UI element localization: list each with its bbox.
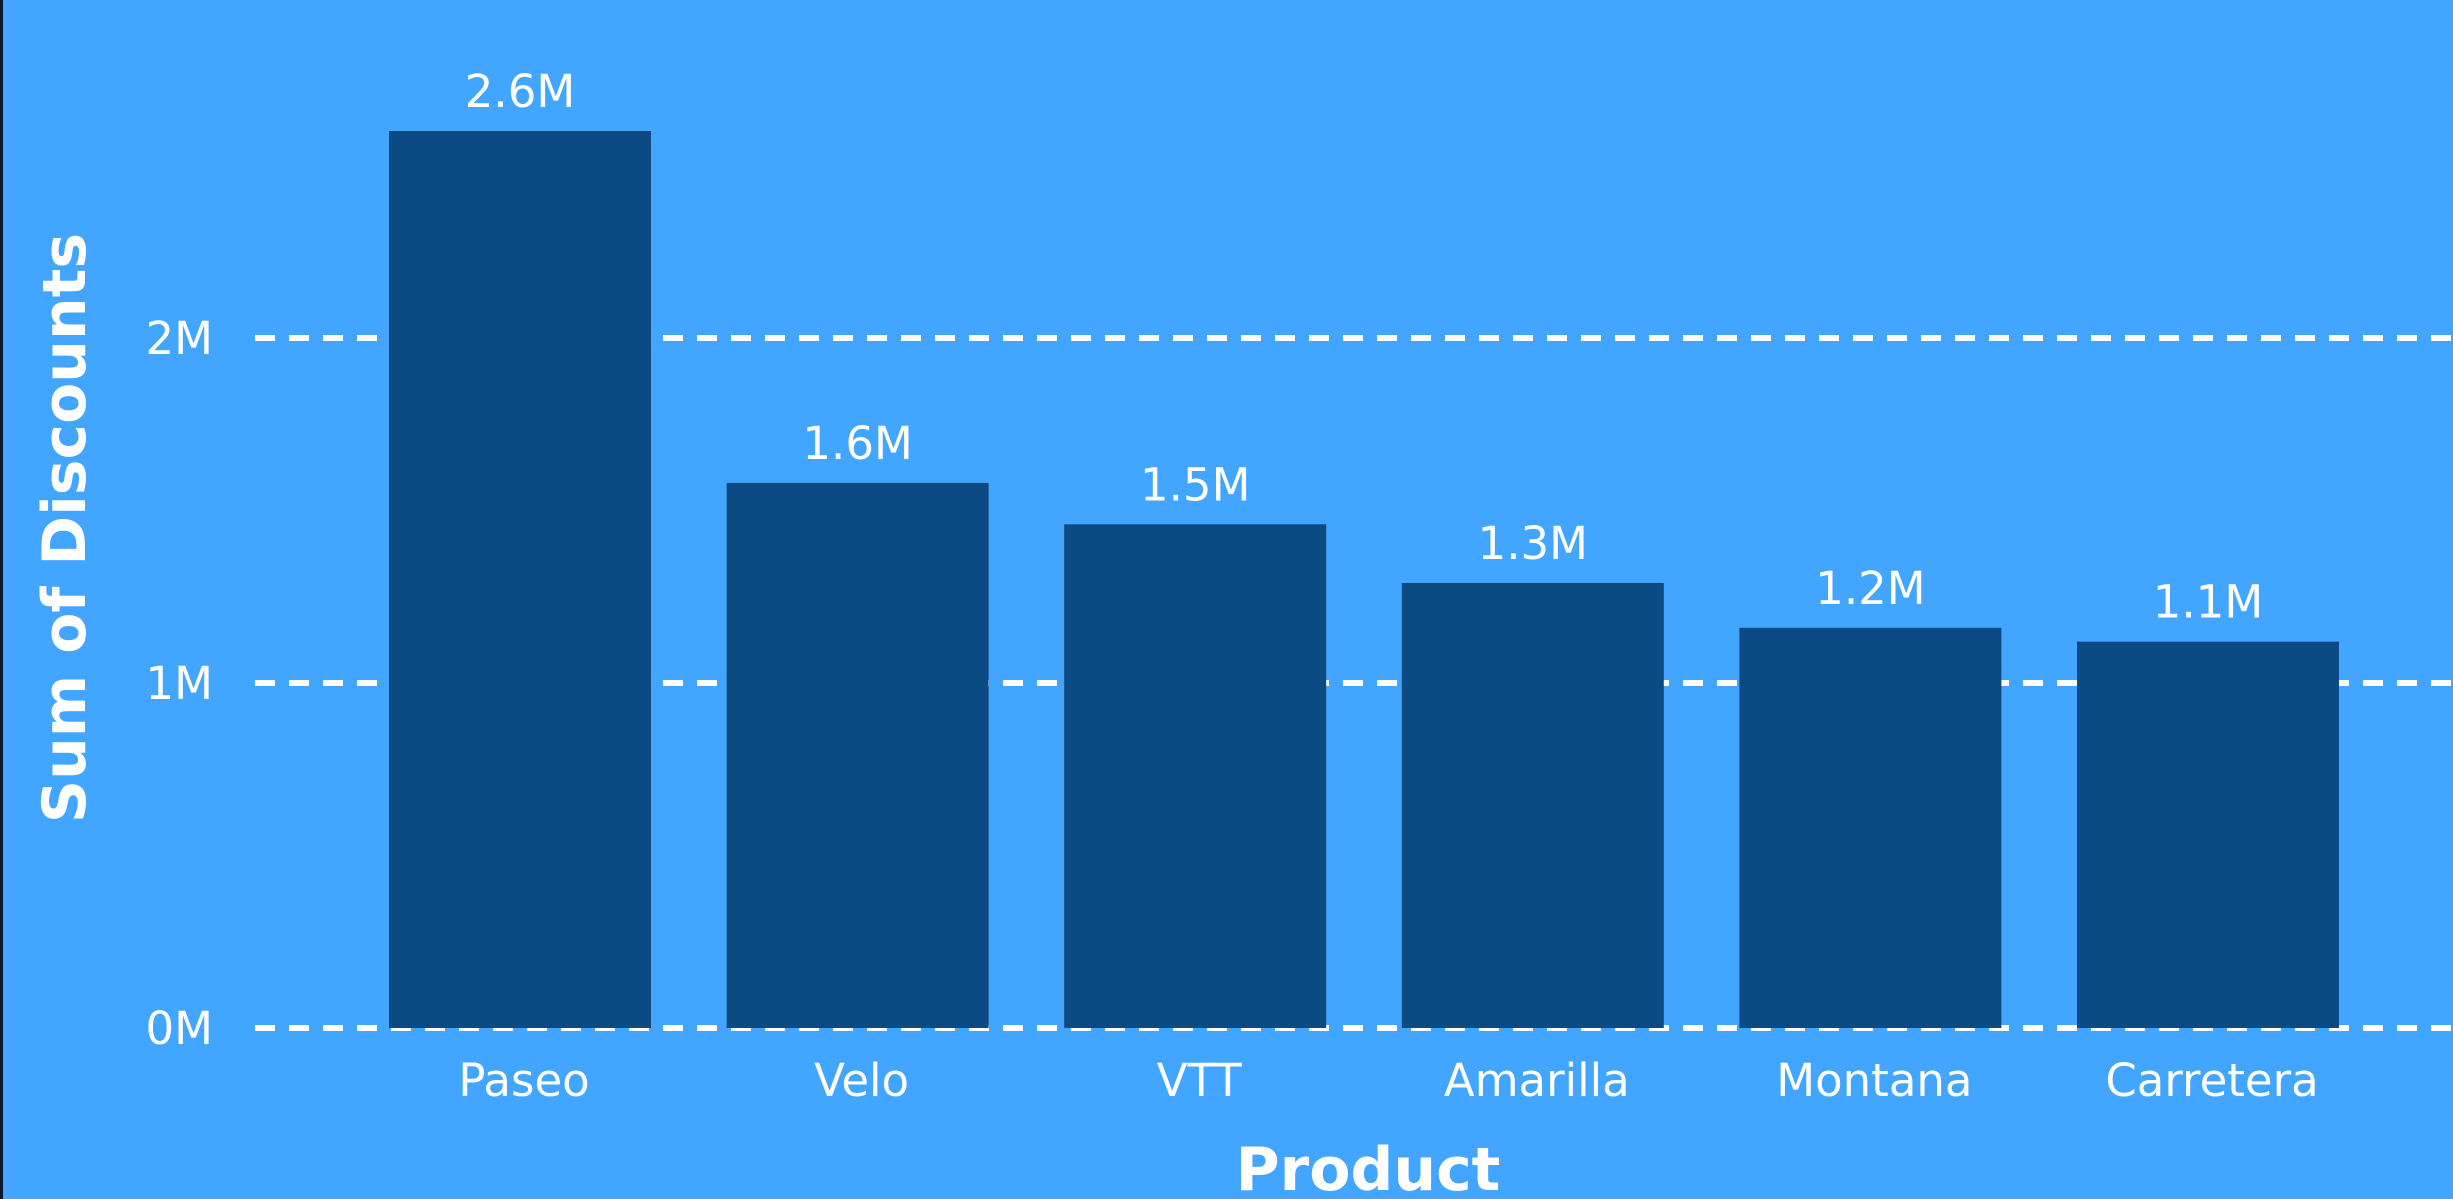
data-label: 1.6M xyxy=(802,417,912,470)
y-axis-title: Sum of Discounts xyxy=(30,233,100,823)
y-axis-ticks: 0M 1M 2M xyxy=(146,312,213,1055)
bars xyxy=(389,131,2339,1028)
x-axis-ticks: Paseo Velo VTT Amarilla Montana Carretera xyxy=(458,1054,2318,1107)
data-label: 1.5M xyxy=(1140,458,1250,511)
bar-montana[interactable] xyxy=(1739,627,2002,1028)
x-axis-title: Product xyxy=(1236,1135,1501,1199)
gridlines xyxy=(255,335,2453,1031)
x-tick-label: Paseo xyxy=(458,1054,589,1107)
bar-vtt[interactable] xyxy=(1064,524,1327,1028)
bar-carretera[interactable] xyxy=(2077,641,2339,1028)
x-tick-label: Velo xyxy=(814,1054,909,1107)
bar-amarilla[interactable] xyxy=(1401,582,1664,1028)
left-border xyxy=(0,0,3,1199)
data-labels: 2.6M 1.6M 1.5M 1.3M 1.2M 1.1M xyxy=(465,65,2263,629)
y-tick-label: 1M xyxy=(146,657,213,710)
data-label: 1.2M xyxy=(1815,562,1925,615)
bar-paseo[interactable] xyxy=(389,131,651,1028)
x-tick-label: Amarilla xyxy=(1444,1054,1630,1107)
y-tick-label: 2M xyxy=(146,312,213,365)
data-label: 1.1M xyxy=(2153,576,2263,629)
bar-velo[interactable] xyxy=(726,482,989,1028)
x-tick-label: Montana xyxy=(1776,1054,1972,1107)
x-tick-label: Carretera xyxy=(2105,1054,2318,1107)
data-label: 1.3M xyxy=(1478,517,1588,570)
y-tick-label: 0M xyxy=(146,1002,213,1055)
data-label: 2.6M xyxy=(465,65,575,118)
x-tick-label: VTT xyxy=(1157,1054,1242,1107)
